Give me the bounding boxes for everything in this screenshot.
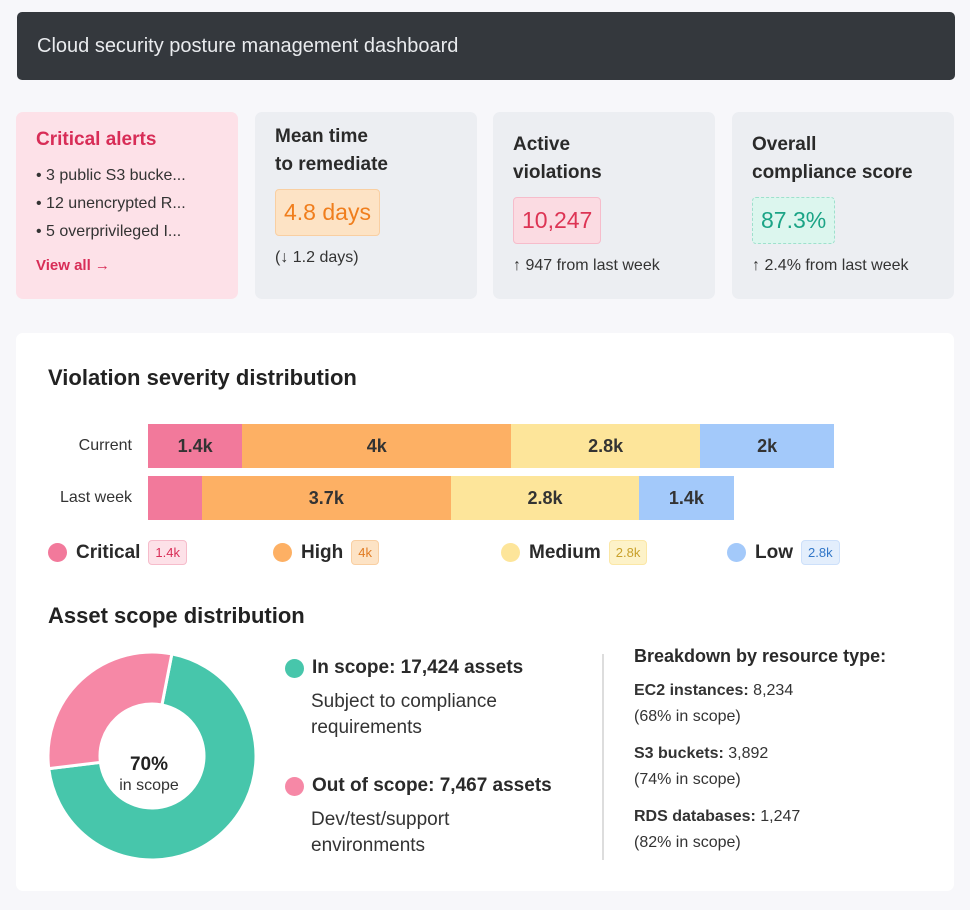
out-scope-heading: Out of scope: 7,467 assets [312,775,552,796]
bar-label-last-week: Last week [59,489,132,506]
breakdown-item-count: 1,247 [760,808,801,825]
breakdown-item-rds: RDS databases: 1,247 (82% in scope) [634,804,934,856]
bar-segment-low-last-week: 1.4k [639,476,734,520]
breakdown-item-pct: (82% in scope) [634,834,741,851]
in-scope-legend: In scope: 17,424 assets Subject to compl… [285,657,551,741]
mttr-title: Mean time to remediate [275,123,457,179]
breakdown-item-count: 8,234 [753,682,794,699]
breakdown-item-pct: (68% in scope) [634,708,741,725]
mttr-title-line1: Mean time [275,126,368,147]
legend-dot-critical [48,543,67,562]
severity-section-title: Violation severity distribution [48,365,357,390]
compliance-value: 87.3% [752,197,836,244]
bar-segment-high-current: 4k [242,424,512,468]
scope-donut-chart: 70% in scope [47,651,257,861]
violations-title-line2: violations [513,162,602,183]
alert-item[interactable]: • 12 unencrypted R... [36,195,186,212]
page-title: Cloud security posture management dashbo… [37,34,459,57]
legend-high: High 4k [273,540,379,565]
legend-badge-medium: 2.8k [608,540,648,565]
mttr-change: (↓ 1.2 days) [275,249,359,266]
legend-badge-critical: 1.4k [148,540,187,565]
legend-low: Low 2.8k [727,540,840,565]
bar-label-current: Current [78,437,132,454]
out-scope-description: Dev/test/support environments [311,809,450,856]
legend-dot-medium [501,543,520,562]
bar-segment-critical-current: 1.4k [148,424,243,468]
donut-center-value: 70% [130,754,168,775]
legend-medium: Medium 2.8k [501,540,648,565]
bar-segment-medium-last-week: 2.8k [450,476,640,520]
bar-segment-high-last-week: 3.7k [201,476,451,520]
violations-value: 10,247 [513,197,602,244]
legend-critical: Critical 1.4k [48,540,187,565]
legend-badge-low: 2.8k [801,540,840,565]
out-scope-dot [285,776,304,796]
violations-change: ↑ 947 from last week [513,257,660,274]
bar-segment-critical-last-week [148,476,202,520]
alert-item[interactable]: • 3 public S3 bucke... [36,167,186,184]
breakdown-item-s3: S3 buckets: 3,892 (74% in scope) [634,741,934,793]
dashboard-header: Cloud security posture management dashbo… [17,12,955,80]
breakdown-item-name: EC2 instances: [634,682,749,699]
alert-item[interactable]: • 5 overprivileged I... [36,223,182,240]
in-scope-description: Subject to compliance requirements [311,691,497,738]
donut-slice-out-of-scope [47,651,174,771]
view-all-link[interactable]: View all → [36,257,110,274]
out-scope-legend: Out of scope: 7,467 assets Dev/test/supp… [285,775,552,859]
breakdown-item-pct: (74% in scope) [634,771,741,788]
mttr-card: Mean time to remediate 4.8 days (↓ 1.2 d… [255,112,477,299]
legend-label: Critical [76,541,141,563]
in-scope-heading: In scope: 17,424 assets [312,657,524,678]
legend-dot-low [727,543,746,562]
main-panel: Violation severity distribution Current … [16,333,954,891]
breakdown-title: Breakdown by resource type: [634,646,887,666]
bar-segment-low-current: 2k [699,424,835,468]
compliance-title-line2: compliance score [752,162,913,183]
critical-alerts-card: Critical alerts • 3 public S3 bucke... •… [16,112,238,299]
scope-section-title: Asset scope distribution [48,603,305,628]
legend-label: Medium [529,541,601,563]
mttr-value: 4.8 days [275,189,380,236]
compliance-title-line1: Overall [752,134,817,155]
bar-segment-medium-current: 2.8k [511,424,700,468]
active-violations-card: Active violations 10,247 ↑ 947 from last… [493,112,715,299]
breakdown-item-name: S3 buckets: [634,745,724,762]
legend-label: Low [755,541,793,563]
section-divider [602,654,604,860]
breakdown-item-name: RDS databases: [634,808,756,825]
breakdown-item-ec2: EC2 instances: 8,234 (68% in scope) [634,678,934,730]
critical-alerts-title: Critical alerts [36,129,157,150]
legend-label: High [301,541,344,563]
compliance-change: ↑ 2.4% from last week [752,257,909,274]
legend-badge-high: 4k [351,540,379,565]
breakdown-item-count: 3,892 [728,745,769,762]
mttr-title-line2: to remediate [275,154,388,175]
violations-title-line1: Active [513,134,571,155]
resource-breakdown: Breakdown by resource type: EC2 instance… [634,646,934,856]
legend-dot-high [273,543,292,562]
donut-center-label: in scope [119,777,179,794]
compliance-score-card: Overall compliance score 87.3% ↑ 2.4% fr… [732,112,954,299]
alerts-list: • 3 public S3 bucke... • 12 unencrypted … [36,162,218,246]
compliance-title: Overall compliance score [752,131,934,187]
in-scope-dot [285,658,304,678]
donut-slice-in-scope [47,652,257,861]
violations-title: Active violations [513,131,695,187]
